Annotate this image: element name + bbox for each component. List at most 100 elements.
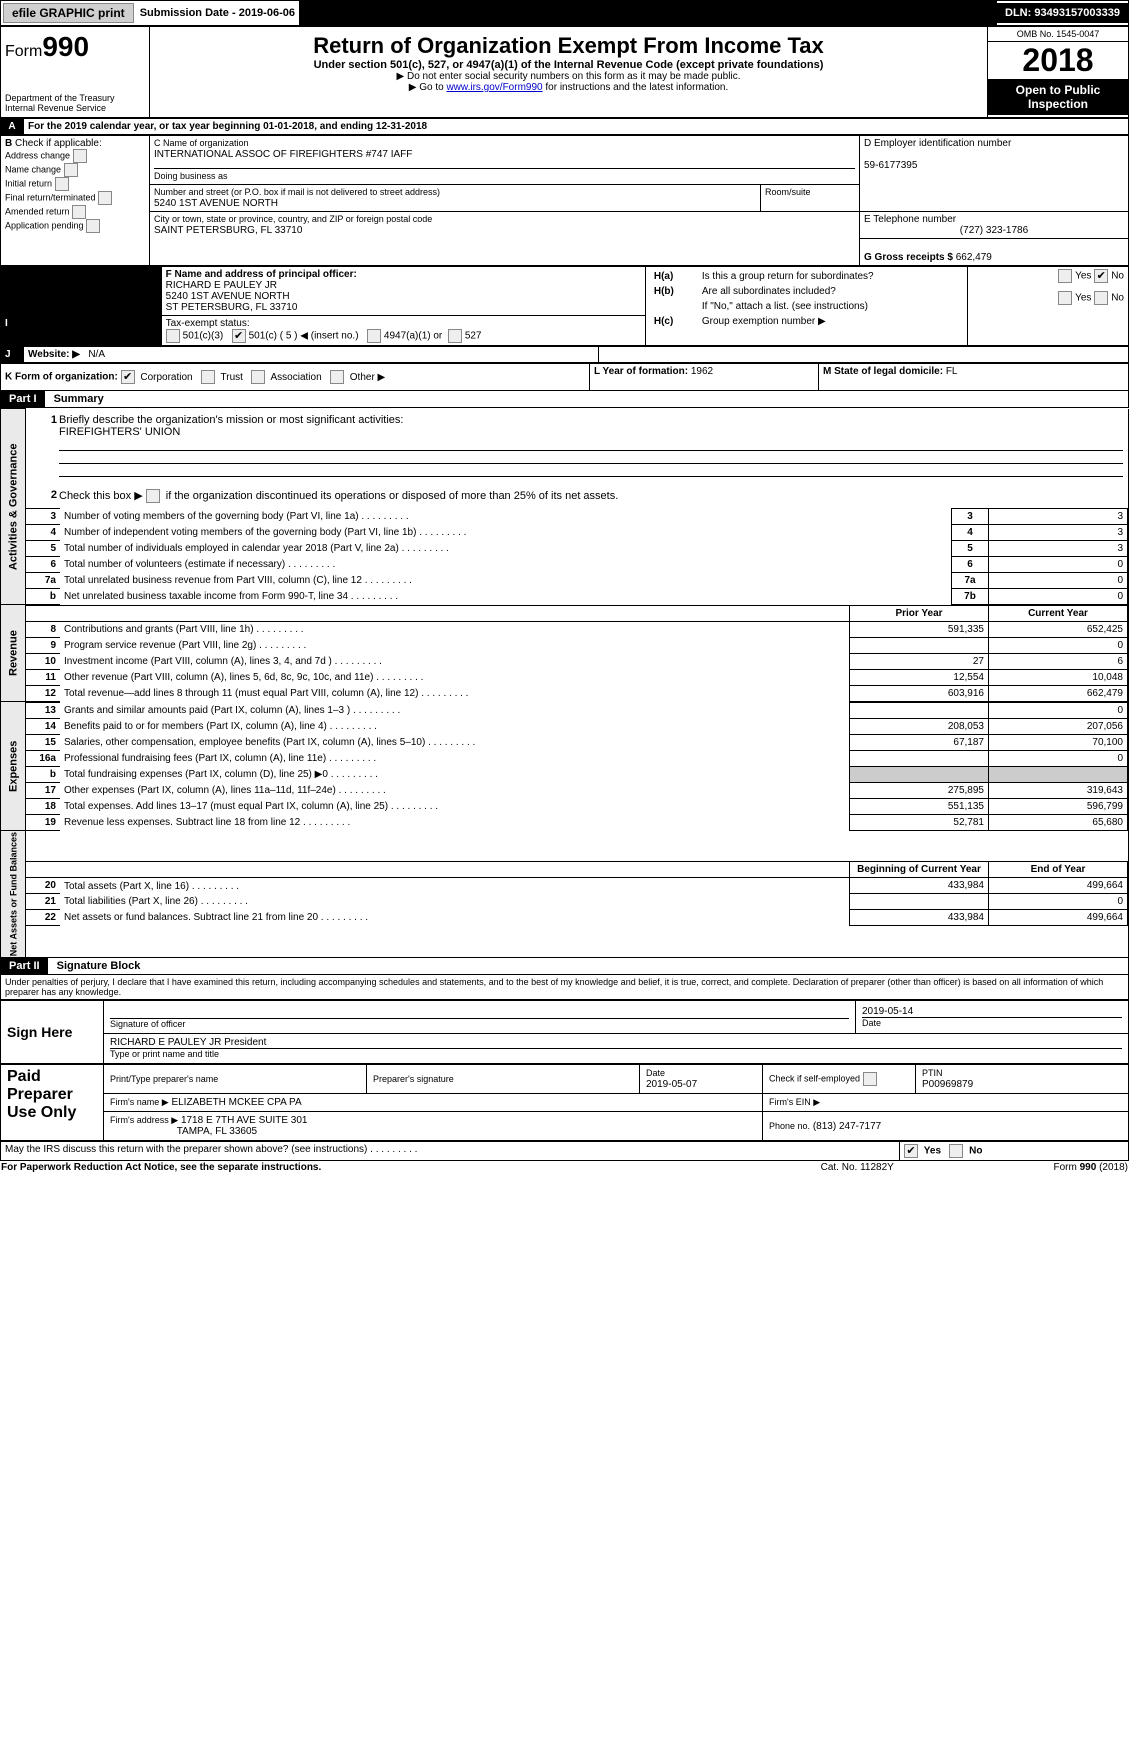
cb-amendedreturn[interactable] [72,205,86,219]
revenue-table: Prior YearCurrent Year 8Contributions an… [26,605,1128,702]
line-cy: 6 [989,653,1128,669]
hc-label: H(c) [654,316,673,327]
klm-row: K Form of organization: Corporation Trus… [0,363,1129,391]
line-cy: 70,100 [989,734,1128,750]
cb-527[interactable] [448,329,462,343]
line-label: Benefits paid to or for members (Part IX… [60,718,850,734]
line-label: Other revenue (Part VIII, column (A), li… [60,669,850,685]
cb-discontinued[interactable] [146,489,160,503]
efile-button[interactable]: efile GRAPHIC print [3,3,134,23]
vt-activities: Activities & Governance [1,409,26,605]
firm-addr2: TAMPA, FL 33605 [177,1126,257,1137]
sign-here: Sign Here [1,1001,104,1064]
part2-title: Signature Block [51,960,141,972]
form-number: 990 [42,31,89,62]
pra-notice: For Paperwork Reduction Act Notice, see … [0,1161,768,1174]
hb-no[interactable] [1094,291,1108,305]
pt-name-label: Print/Type preparer's name [110,1074,218,1084]
hb-yes[interactable] [1058,291,1072,305]
subtitle: Under section 501(c), 527, or 4947(a)(1)… [156,59,981,71]
discuss-yes-label: Yes [924,1146,941,1157]
q1-value: FIREFIGHTERS' UNION [59,426,180,438]
note-goto-post: for instructions and the latest informat… [543,82,729,93]
line-label: Net unrelated business taxable income fr… [60,588,952,604]
irs-link[interactable]: www.irs.gov/Form990 [446,82,542,93]
cb-501c[interactable] [232,329,246,343]
line-cy: 596,799 [989,798,1128,814]
q2-text: if the organization discontinued its ope… [166,490,619,502]
website-row: J Website: ▶ N/A [0,346,1129,363]
hb-label: H(b) [654,286,674,297]
box-b-item: Initial return [5,177,145,191]
line-num: b [26,766,60,782]
cb-namechange[interactable] [64,163,78,177]
cb-applicationpending[interactable] [86,219,100,233]
officer-typed: RICHARD E PAULEY JR President [110,1037,266,1048]
line-value: 0 [989,588,1128,604]
line-cy: 0 [989,750,1128,766]
pt-date: 2019-05-07 [646,1079,697,1090]
part1-title: Summary [48,393,104,405]
open-to-public: Open to Public Inspection [988,79,1128,115]
discuss-no[interactable] [949,1144,963,1158]
street-value: 5240 1ST AVENUE NORTH [154,198,278,209]
line-py: 591,335 [850,621,989,637]
line-num: 21 [26,894,60,910]
firm-name: ELIZABETH MCKEE CPA PA [171,1097,301,1108]
type-name-label: Type or print name and title [110,1049,219,1059]
note-goto-pre: ▶ Go to [409,82,447,93]
cb-k-3[interactable] [330,370,344,384]
note-goto: ▶ Go to www.irs.gov/Form990 for instruct… [156,82,981,93]
expenses-table: 13Grants and similar amounts paid (Part … [26,702,1128,831]
cb-k-2[interactable] [251,370,265,384]
line-py [850,894,989,910]
netassets-table: Beginning of Current YearEnd of Year 20T… [26,861,1128,926]
website-label: Website: ▶ [28,349,80,360]
line-num: 12 [26,685,60,701]
pt-date-label: Date [646,1068,665,1078]
line-num: 13 [26,702,60,718]
line-py [850,702,989,718]
line-py: 433,984 [850,910,989,926]
cb-finalreturnterminated[interactable] [98,191,112,205]
blank-line [59,466,1123,477]
box-b-title: Check if applicable: [15,138,102,149]
submission-date: Submission Date - 2019-06-06 [136,5,299,21]
line-label: Grants and similar amounts paid (Part IX… [60,702,850,718]
discuss-no-label: No [969,1146,982,1157]
form-header: Form990 Department of the Treasury Inter… [0,26,1129,118]
ha-yes[interactable] [1058,269,1072,283]
cb-addresschange[interactable] [73,149,87,163]
line-cy: 10,048 [989,669,1128,685]
cb-initialreturn[interactable] [55,177,69,191]
line-label: Revenue less expenses. Subtract line 18 … [60,814,850,830]
q1-label: Briefly describe the organization's miss… [59,414,403,426]
street-label: Number and street (or P.O. box if mail i… [154,187,440,197]
cb-k-1[interactable] [201,370,215,384]
ha-no[interactable] [1094,269,1108,283]
main-title: Return of Organization Exempt From Incom… [156,33,981,59]
line-value: 0 [989,556,1128,572]
line-value: 0 [989,572,1128,588]
line-num: 7a [26,572,60,588]
opt-527: 527 [465,331,482,342]
line-label: Number of independent voting members of … [60,524,952,540]
line-cell: 5 [952,540,989,556]
cb-selfemployed[interactable] [863,1072,877,1086]
line-num: 9 [26,637,60,653]
cb-4947[interactable] [367,329,381,343]
part1-body: Activities & Governance 1 Briefly descri… [0,408,1129,958]
line-py: 433,984 [850,878,989,894]
cb-501c3[interactable] [166,329,180,343]
vt-netassets: Net Assets or Fund Balances [1,831,26,958]
line-label: Total unrelated business revenue from Pa… [60,572,952,588]
note-ssn: ▶ Do not enter social security numbers o… [156,71,981,82]
sig-date: 2019-05-14 [862,1006,913,1017]
discuss-yes[interactable] [904,1144,918,1158]
tax-year: 2018 [988,42,1128,79]
cb-k-0[interactable] [121,370,135,384]
line-cy: 499,664 [989,878,1128,894]
line-num: 18 [26,798,60,814]
ha-label: H(a) [654,271,673,282]
line-cy: 662,479 [989,685,1128,701]
